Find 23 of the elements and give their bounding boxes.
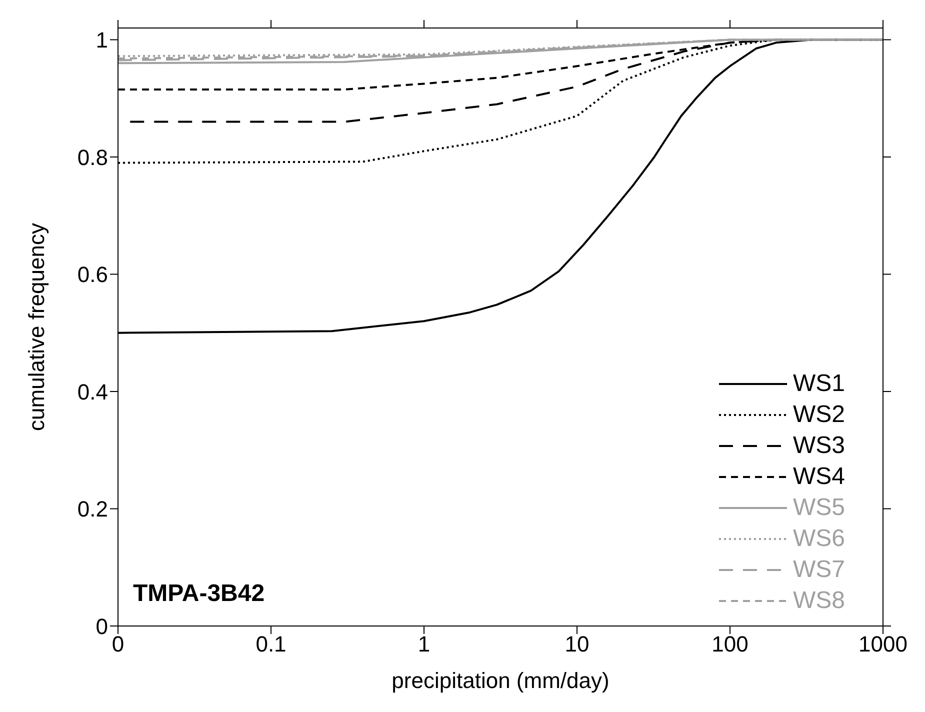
- y-tick-label: 1: [96, 28, 108, 53]
- annotation: TMPA-3B42: [133, 580, 265, 608]
- legend-label: WS6: [792, 524, 845, 552]
- y-tick-label: 0.4: [77, 379, 108, 404]
- y-tick-label: 0.8: [77, 144, 108, 170]
- y-axis-title: cumulative frequency: [24, 223, 49, 431]
- legend-label: WS2: [792, 400, 845, 428]
- y-tick-label: 0.2: [77, 496, 108, 522]
- legend-label: WS7: [792, 556, 845, 584]
- x-tick-label: 1000: [858, 632, 908, 657]
- legend-label: WS3: [792, 432, 845, 460]
- legend-label: WS8: [792, 586, 845, 614]
- legend-label: WS1: [792, 370, 845, 398]
- x-axis-title: precipitation (mm/day): [392, 668, 610, 693]
- x-tick-label: 0.1: [256, 632, 286, 657]
- x-tick-label: 1: [418, 632, 430, 657]
- x-tick-label: 0: [112, 632, 124, 657]
- y-tick-label: 0: [96, 614, 108, 639]
- legend-label: WS5: [792, 494, 845, 522]
- x-tick-label: 10: [564, 632, 590, 657]
- y-tick-label: 0.6: [77, 262, 108, 288]
- x-tick-label: 100: [712, 632, 748, 657]
- legend-label: WS4: [792, 462, 845, 490]
